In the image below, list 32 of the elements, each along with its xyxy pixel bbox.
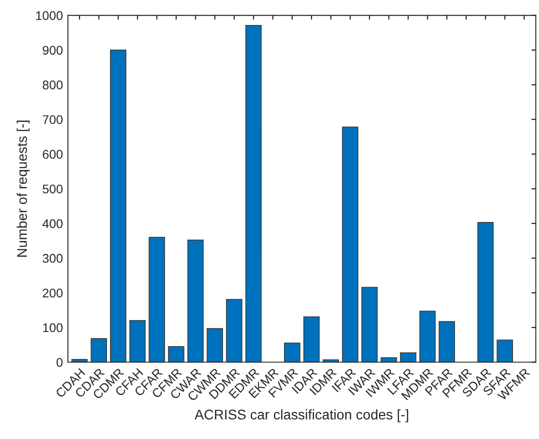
bar (90, 338, 107, 362)
bar (284, 342, 300, 362)
bar (303, 316, 320, 362)
bar (226, 298, 242, 362)
bar (361, 286, 378, 362)
bar (380, 357, 397, 362)
bar (168, 346, 184, 362)
x-axis-title: ACRISS car classification codes [-] (194, 409, 408, 422)
y-tick-label: 0 (56, 358, 63, 367)
y-tick-label: 800 (42, 80, 63, 90)
bar (110, 50, 126, 362)
y-tick-label: 900 (42, 46, 63, 55)
y-tick-label: 700 (42, 115, 63, 124)
bar (477, 222, 494, 362)
y-tick-label: 200 (42, 288, 63, 298)
bar (438, 321, 455, 362)
bar (187, 240, 204, 362)
y-tick-label: 600 (42, 150, 63, 159)
bar (245, 25, 262, 362)
bar (206, 328, 223, 362)
bar (342, 126, 358, 362)
bar (148, 236, 165, 362)
bar (419, 310, 436, 362)
y-tick-label: 1000 (36, 11, 63, 20)
bar (400, 352, 416, 362)
bar (129, 320, 146, 362)
y-tick-label: 300 (42, 254, 63, 263)
y-tick-label: 400 (42, 219, 63, 228)
y-axis-title: Number of requests [-] (16, 120, 30, 257)
y-tick-label: 100 (43, 323, 63, 332)
y-tick-label: 500 (42, 184, 63, 194)
bar (496, 340, 513, 362)
